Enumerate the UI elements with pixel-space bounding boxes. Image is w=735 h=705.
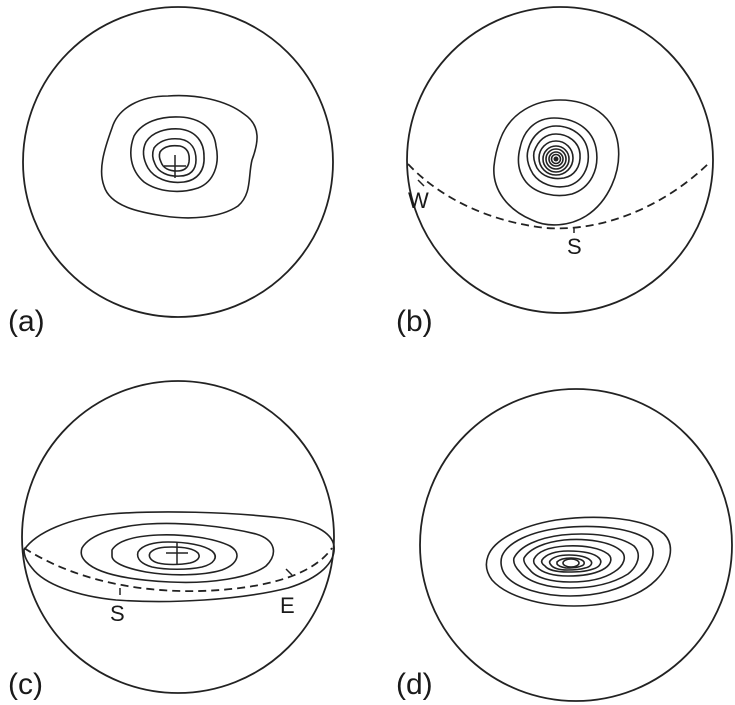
contour	[545, 148, 567, 170]
direction-label-e: E	[280, 593, 295, 618]
contour	[512, 533, 640, 589]
panel-d-label: (d)	[396, 668, 433, 701]
direction-label-w: W	[408, 188, 429, 213]
direction-label-s: S	[110, 601, 125, 626]
panel-c-contours	[23, 511, 335, 603]
contour	[523, 538, 626, 583]
panel-d-circle	[419, 388, 733, 702]
contour	[532, 545, 612, 577]
contour	[540, 550, 602, 573]
panel-c-label: (c)	[8, 668, 43, 701]
center-point	[553, 156, 559, 162]
panel-d: (d)	[396, 388, 733, 702]
contour	[148, 546, 200, 566]
contour	[538, 140, 574, 176]
contour	[130, 116, 218, 193]
contour	[142, 128, 205, 184]
cross-icon	[164, 155, 186, 178]
contour	[556, 557, 585, 569]
contour	[532, 133, 581, 180]
contour	[517, 117, 598, 197]
panel-b-label: (b)	[396, 305, 433, 338]
panel-b-circle	[406, 6, 714, 314]
contour	[136, 541, 216, 571]
panel-b-contours	[493, 99, 620, 226]
contour	[23, 511, 335, 603]
contour	[111, 534, 238, 576]
panel-b: W S (b)	[396, 6, 714, 338]
tick-mark	[285, 568, 293, 576]
contour	[151, 137, 197, 177]
cross-icon	[166, 542, 188, 565]
contour	[542, 145, 570, 173]
contour	[80, 522, 275, 584]
panel-a: (a)	[8, 6, 334, 338]
contour	[548, 151, 564, 167]
tick-mark	[417, 179, 425, 187]
contour	[493, 99, 620, 226]
panel-c-circle	[21, 380, 335, 694]
panel-a-label: (a)	[8, 305, 45, 338]
contour	[550, 153, 562, 165]
contour	[158, 144, 191, 172]
panel-c: S E (c)	[8, 380, 335, 701]
contour	[562, 558, 580, 568]
direction-label-s: S	[567, 234, 582, 259]
contour	[548, 554, 593, 571]
panel-a-circle	[22, 6, 334, 318]
contour	[485, 516, 672, 607]
contour	[500, 525, 654, 597]
great-circle-dashed	[23, 547, 333, 593]
great-circle-dashed	[407, 163, 709, 230]
contour	[526, 125, 590, 188]
panel-a-contours	[100, 94, 258, 219]
contour	[100, 94, 258, 219]
panel-d-contours	[485, 516, 672, 607]
